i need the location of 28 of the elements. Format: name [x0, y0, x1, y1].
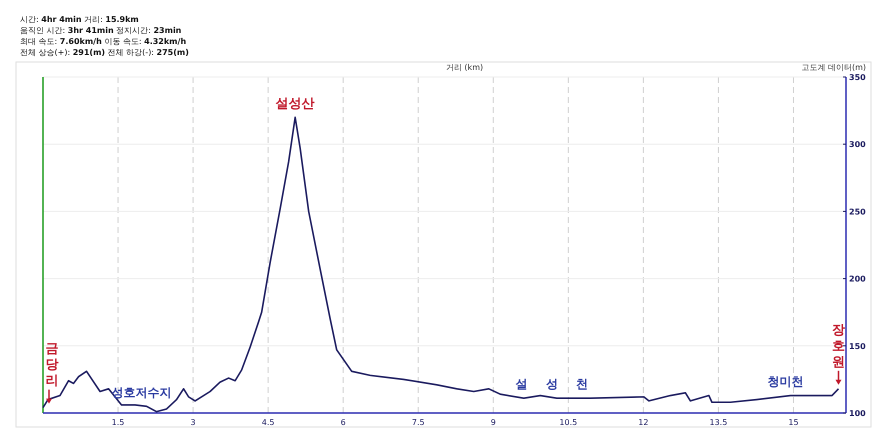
- annotation: 장호원: [832, 322, 845, 370]
- x-tick-label: 4.5: [262, 418, 275, 427]
- text: 최대 속도: 7.60km/h 이동 속도: 4.32km/h: [20, 37, 186, 46]
- annotation: 금당리: [46, 342, 58, 389]
- x-tick-label: 1.5: [112, 418, 124, 427]
- x-tick-label: 6: [340, 418, 346, 427]
- annotation: 청미천: [767, 374, 804, 389]
- annotation: 성호저수지: [112, 385, 172, 400]
- y-axis-title: 고도계 데이터(m): [801, 63, 866, 72]
- y-tick-label: 250: [849, 207, 866, 216]
- x-tick-label: 10.5: [559, 418, 578, 427]
- y-tick-label: 100: [849, 409, 866, 418]
- x-tick-label: 9: [490, 418, 496, 427]
- y-tick-label: 300: [849, 140, 866, 150]
- text: 움직인 시간: 3hr 41min 정지시간: 23min: [20, 26, 182, 35]
- annotation: 설성산: [276, 96, 315, 112]
- y-tick-label: 200: [849, 274, 866, 284]
- x-tick-label: 7.5: [412, 418, 425, 427]
- y-tick-label: 150: [849, 342, 866, 351]
- x-tick-label: 13.5: [710, 418, 728, 427]
- x-tick-label: 15: [788, 418, 799, 427]
- text: 시간: 4hr 4min 거리: 15.9km: [20, 15, 139, 24]
- x-tick-label: 3: [190, 418, 196, 427]
- annotation: 설 성 천: [514, 377, 588, 392]
- y-tick-label: 350: [849, 73, 866, 82]
- x-axis-title: 거리 (km): [446, 63, 484, 72]
- text: 전체 상승(+): 291(m) 전체 하강(-): 275(m): [20, 48, 189, 57]
- x-tick-label: 12: [638, 418, 648, 427]
